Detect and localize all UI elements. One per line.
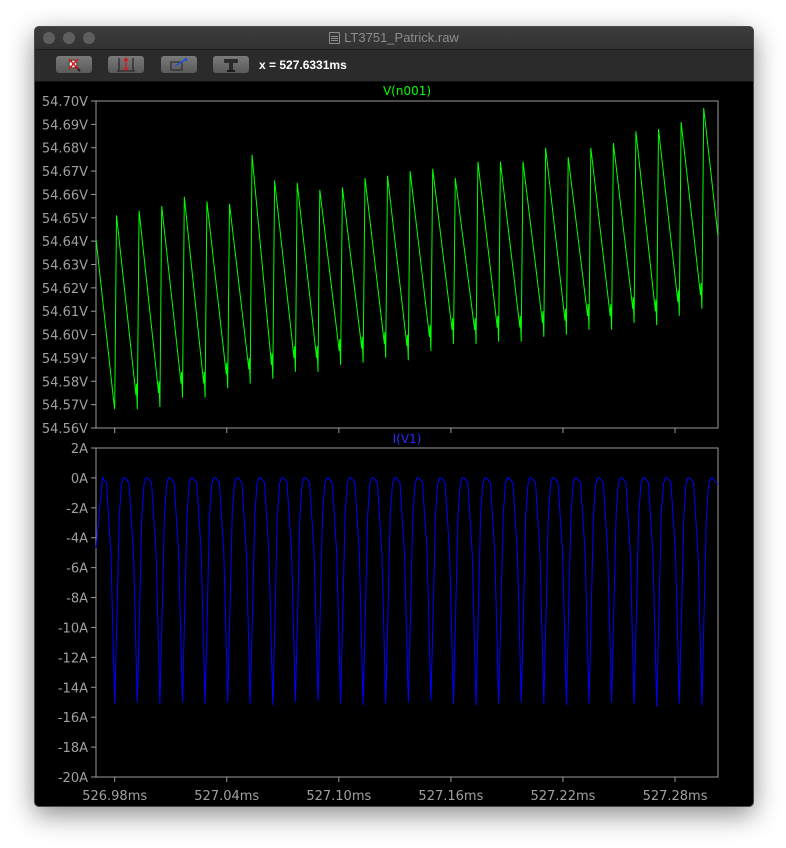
- voltage-y-tick-label: 54.61V: [42, 305, 88, 320]
- pane-title-current: I(V1): [393, 432, 422, 446]
- current-y-tick-label: -4A: [66, 532, 88, 547]
- voltage-y-tick-label: 54.57V: [42, 399, 88, 414]
- current-x-tick-label: 527.16ms: [418, 789, 483, 804]
- current-y-tick-label: -10A: [58, 621, 88, 636]
- voltage-y-tick-label: 54.66V: [42, 188, 88, 203]
- window-title: LT3751_Patrick.raw: [344, 30, 459, 45]
- voltage-y-tick-label: 54.62V: [42, 282, 88, 297]
- current-x-tick-label: 526.98ms: [82, 789, 147, 804]
- voltage-y-tick-label: 54.67V: [42, 165, 88, 180]
- voltage-y-tick-label: 54.56V: [42, 422, 88, 437]
- current-y-axis: 2A 0A -2A -4A -6A -8A -10A -12A -14A -16A -18A -20A: [58, 442, 96, 786]
- current-x-axis: 526.98ms 527.04ms 527.10ms 527.16ms 527.22ms…: [82, 777, 708, 804]
- zoom-back-button[interactable]: [160, 55, 198, 74]
- pan-icon: [224, 59, 238, 72]
- voltage-pane-frame: [95, 100, 719, 429]
- close-window-button[interactable]: [43, 32, 55, 44]
- voltage-y-tick-label: 54.64V: [42, 235, 88, 250]
- current-y-tick-label: -16A: [58, 711, 88, 726]
- current-pane: I(V1) 2A 0A -2A -4A -6A -8A -10A -12A -14A -16A -1…: [58, 432, 719, 804]
- minimize-window-button[interactable]: [63, 32, 75, 44]
- current-y-tick-label: -8A: [66, 592, 88, 607]
- current-y-tick-label: -6A: [66, 562, 88, 577]
- title-bar[interactable]: LT3751_Patrick.raw: [35, 27, 753, 50]
- voltage-y-tick-label: 54.60V: [42, 329, 88, 344]
- waveform-viewer-window: LT3751_Patrick.raw: [34, 26, 754, 807]
- voltage-y-tick-label: 54.59V: [42, 352, 88, 367]
- autorange-button[interactable]: [107, 55, 145, 74]
- current-y-tick-label: 0A: [71, 472, 88, 487]
- current-y-tick-label: -20A: [58, 771, 88, 786]
- cursor-x-readout: x = 527.6331ms: [259, 58, 347, 72]
- zoom-back-icon: [170, 57, 188, 71]
- current-y-tick-label: -14A: [58, 681, 88, 696]
- voltage-y-tick-label: 54.68V: [42, 142, 88, 157]
- voltage-y-tick-label: 54.69V: [42, 118, 88, 133]
- voltage-y-tick-label: 54.63V: [42, 259, 88, 274]
- current-pane-frame: [95, 447, 719, 778]
- autorange-icon: [117, 57, 135, 72]
- current-y-tick-label: 2A: [71, 442, 88, 457]
- voltage-x-axis: [114, 428, 676, 433]
- current-x-tick-label: 527.10ms: [306, 789, 371, 804]
- voltage-y-tick-label: 54.58V: [42, 375, 88, 390]
- current-x-tick-label: 527.22ms: [530, 789, 595, 804]
- document-icon: [329, 32, 341, 44]
- current-x-tick-label: 527.04ms: [194, 789, 259, 804]
- zoom-cancel-button[interactable]: [55, 55, 93, 74]
- voltage-trace: [95, 107, 719, 410]
- plot-area[interactable]: V(n001) 54.70V54.69V54.68V54.67V54.66V54…: [35, 27, 753, 806]
- voltage-y-tick-label: 54.70V: [42, 95, 88, 110]
- zoom-cancel-icon: [68, 58, 81, 72]
- pane-title-voltage: V(n001): [383, 84, 431, 98]
- voltage-y-axis: 54.70V 54.69V 54.68V 54.67V 54.66V 54.65V 54.6…: [42, 95, 96, 437]
- current-trace: [95, 476, 719, 707]
- voltage-pane: V(n001) 54.70V54.69V54.68V54.67V54.66V54…: [42, 84, 719, 437]
- pan-button[interactable]: [212, 55, 250, 74]
- current-y-tick-label: -2A: [66, 502, 88, 517]
- toolbar: x = 527.6331ms: [35, 50, 753, 82]
- current-y-tick-label: -12A: [58, 651, 88, 666]
- voltage-y-tick-label: 54.65V: [42, 212, 88, 227]
- current-x-tick-label: 527.28ms: [643, 789, 708, 804]
- current-y-tick-label: -18A: [58, 741, 88, 756]
- zoom-window-button[interactable]: [83, 32, 95, 44]
